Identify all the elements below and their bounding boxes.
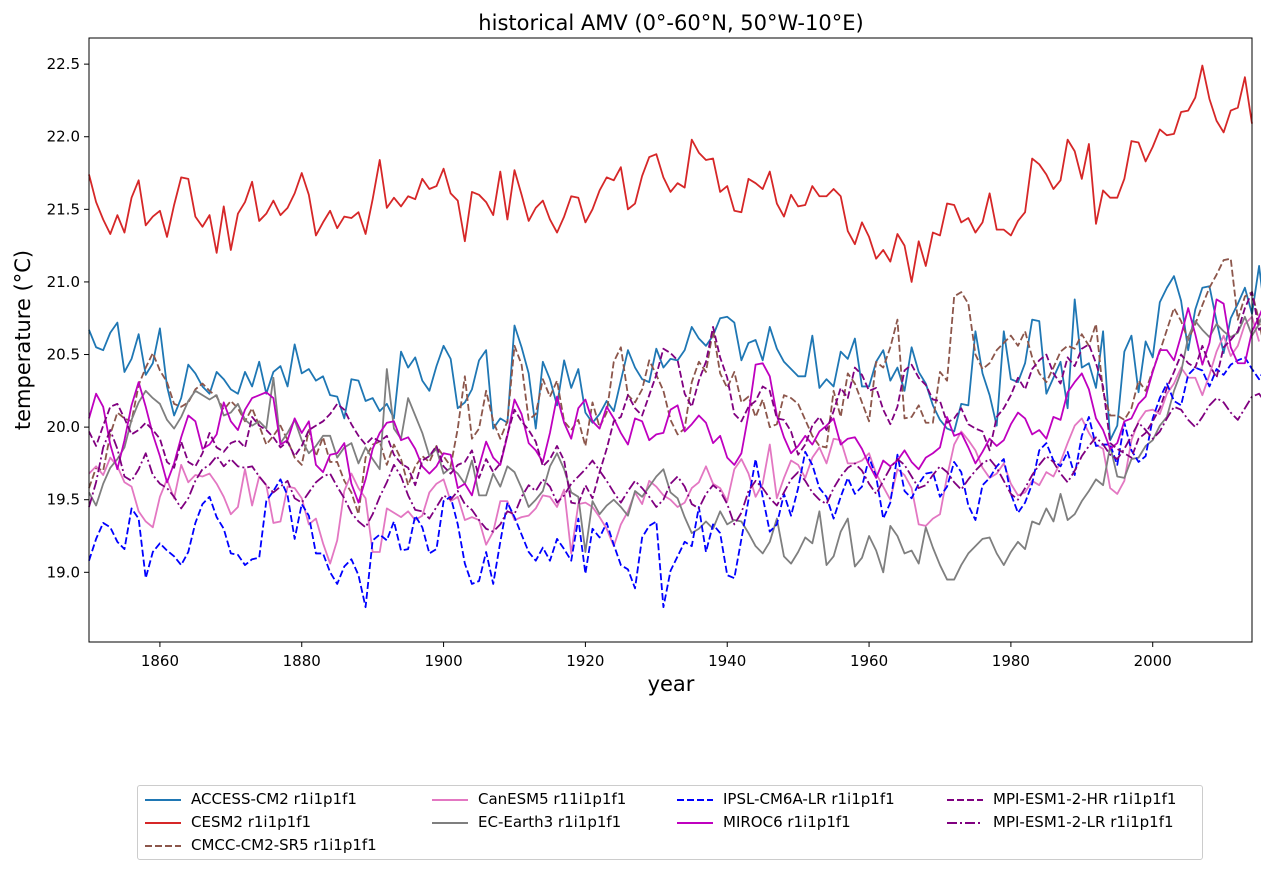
- y-tick-label: 22.5: [47, 55, 80, 73]
- series-layer: [88, 64, 1261, 609]
- y-tick-label: 19.5: [47, 491, 80, 509]
- legend-swatch-icon: [947, 799, 983, 801]
- chart-legend: ACCESS-CM2 r1i1p1f1 CESM2 r1i1p1f1 CMCC-…: [137, 785, 1203, 860]
- x-axis-label: year: [648, 672, 695, 696]
- legend-swatch-icon: [145, 822, 181, 824]
- chart-title: historical AMV (0°-60°N, 50°W-10°E): [478, 11, 863, 35]
- legend-swatch-icon: [432, 822, 468, 824]
- x-tick-label: 2000: [1134, 652, 1172, 670]
- x-tick-label: 1920: [566, 652, 604, 670]
- legend-label: CanESM5 r11i1p1f1: [478, 790, 627, 808]
- series-line-5: [88, 356, 1261, 609]
- y-tick-label: 20.5: [47, 346, 80, 364]
- y-tick-label: 19.0: [47, 563, 80, 581]
- y-tick-label: 22.0: [47, 128, 80, 146]
- legend-swatch-icon: [432, 799, 468, 801]
- legend-label: MIROC6 r1i1p1f1: [723, 813, 851, 831]
- y-axis-label: temperature (°C): [11, 250, 35, 430]
- legend-label: EC-Earth3 r1i1p1f1: [478, 813, 622, 831]
- x-tick-label: 1900: [424, 652, 462, 670]
- legend-label: CESM2 r1i1p1f1: [191, 813, 312, 831]
- series-line-8: [88, 392, 1261, 533]
- legend-swatch-icon: [145, 799, 181, 801]
- legend-swatch-icon: [677, 822, 713, 824]
- x-tick-label: 1860: [141, 652, 179, 670]
- legend-label: CMCC-CM2-SR5 r1i1p1f1: [191, 836, 377, 854]
- y-tick-label: 21.5: [47, 200, 80, 218]
- y-tick-label: 20.0: [47, 418, 80, 436]
- series-line-6: [88, 298, 1261, 504]
- axis-ticks: 1860 1880 1900 1920 1940 1960 1980 2000 19.0 19.5…: [47, 55, 1172, 670]
- x-tick-label: 1940: [708, 652, 746, 670]
- x-tick-label: 1980: [992, 652, 1030, 670]
- legend-swatch-icon: [947, 822, 983, 824]
- legend-swatch-icon: [145, 845, 181, 847]
- legend-label: ACCESS-CM2 r1i1p1f1: [191, 790, 357, 808]
- series-line-0: [88, 265, 1261, 442]
- y-tick-label: 21.0: [47, 273, 80, 291]
- legend-label: IPSL-CM6A-LR r1i1p1f1: [723, 790, 895, 808]
- series-line-3: [88, 315, 1260, 565]
- legend-label: MPI-ESM1-2-HR r1i1p1f1: [993, 790, 1177, 808]
- series-line-1: [88, 64, 1253, 283]
- series-line-7: [88, 291, 1261, 505]
- plot-frame: [88, 37, 1253, 643]
- x-tick-label: 1960: [850, 652, 888, 670]
- series-line-4: [88, 315, 1261, 581]
- legend-swatch-icon: [677, 799, 713, 801]
- x-tick-label: 1880: [283, 652, 321, 670]
- legend-label: MPI-ESM1-2-LR r1i1p1f1: [993, 813, 1174, 831]
